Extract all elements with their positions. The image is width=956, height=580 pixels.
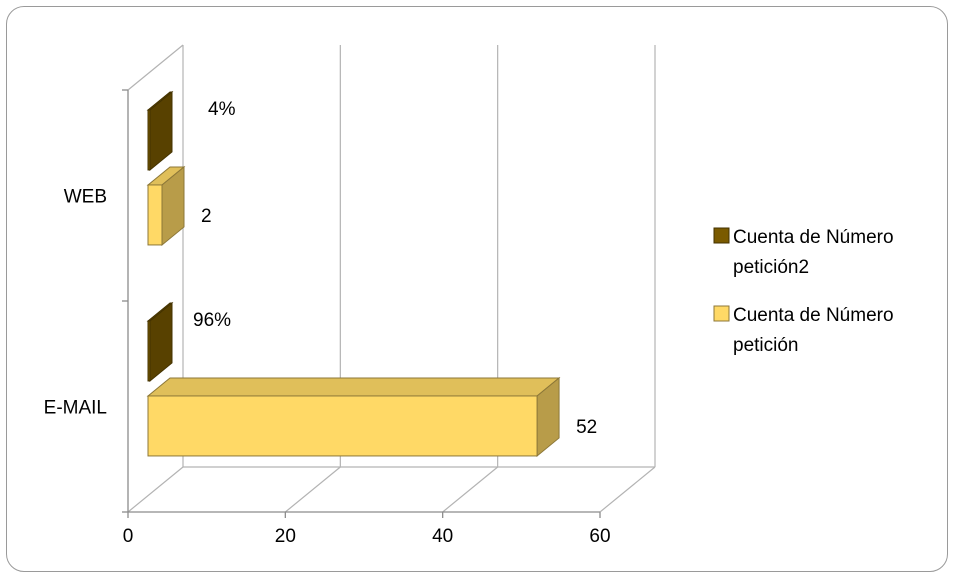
category-label: WEB xyxy=(64,187,107,208)
bar-series-1 xyxy=(146,376,561,458)
data-labels: 4% 2 96% 52 xyxy=(193,99,597,438)
floor-line xyxy=(442,466,499,513)
bar-front-face xyxy=(147,320,151,382)
bar-front-face xyxy=(147,395,538,457)
floor-line xyxy=(599,466,656,513)
bar-series-2 xyxy=(146,90,174,172)
bar-series-1 xyxy=(146,165,186,247)
bar-front-face xyxy=(147,184,163,246)
category-label: E-MAIL xyxy=(44,398,107,419)
legend-swatch xyxy=(713,305,730,322)
legend-swatch xyxy=(713,227,730,244)
legend-label: Cuenta de Número petición2 xyxy=(733,227,894,278)
x-axis-ticks: 0 20 40 60 xyxy=(123,526,611,547)
bar-side-face xyxy=(149,90,173,172)
floor-line xyxy=(127,466,184,513)
x-tick-label: 60 xyxy=(589,526,610,547)
data-label: 4% xyxy=(208,99,236,120)
x-tick-label: 0 xyxy=(123,526,134,547)
data-label: 52 xyxy=(576,417,597,438)
floor-line xyxy=(284,466,341,513)
bars xyxy=(146,90,561,458)
y-axis-categories: WEB E-MAIL xyxy=(44,187,107,419)
bar-series-2 xyxy=(146,301,174,383)
bar-front-face xyxy=(147,109,151,171)
legend: Cuenta de Número petición2 Cuenta de Númer… xyxy=(713,227,894,356)
bar-side-face xyxy=(149,301,173,383)
x-tick-label: 20 xyxy=(275,526,296,547)
data-label: 96% xyxy=(193,310,231,331)
legend-label: Cuenta de Número petición xyxy=(733,305,894,356)
data-label: 2 xyxy=(201,206,212,227)
side-wall-top xyxy=(127,44,184,91)
x-tick-label: 40 xyxy=(432,526,453,547)
axes xyxy=(122,89,601,518)
bar-top-face xyxy=(146,377,561,397)
